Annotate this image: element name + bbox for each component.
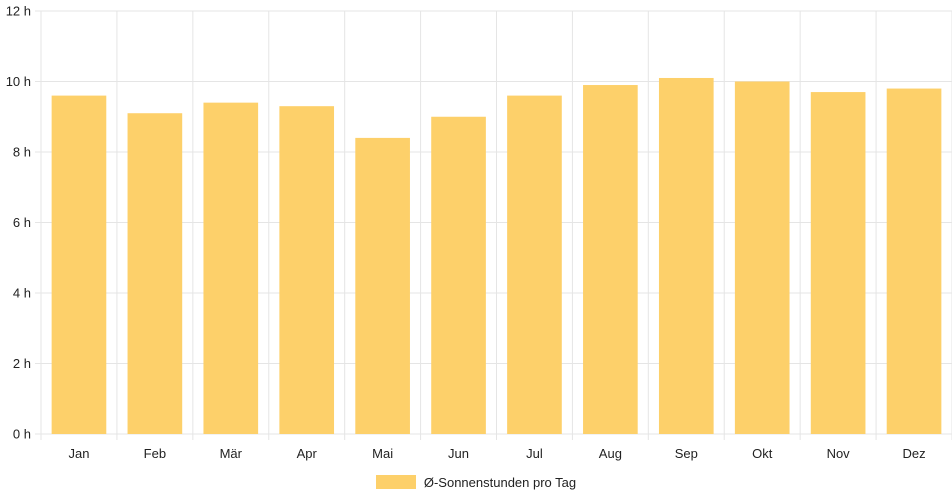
bar[interactable] [355,137,410,434]
x-tick-label: Mär [220,446,243,461]
x-tick-label: Aug [599,446,622,461]
bar[interactable] [886,88,942,435]
bar[interactable] [507,95,562,434]
y-tick-label: 4 h [13,286,31,301]
x-tick-label: Sep [675,446,698,461]
bar[interactable] [810,92,866,434]
bar[interactable] [583,85,638,435]
bar[interactable] [431,116,486,434]
bar[interactable] [127,113,183,434]
x-tick-label: Jun [448,446,469,461]
legend[interactable]: Ø-Sonnenstunden pro Tag [0,470,952,494]
bar[interactable] [734,81,790,435]
x-tick-label: Jan [68,446,89,461]
y-tick-label: 12 h [6,4,31,19]
x-tick-label: Feb [144,446,166,461]
x-tick-label: Mai [372,446,393,461]
y-tick-label: 6 h [13,215,31,230]
y-tick-label: 0 h [13,427,31,442]
y-tick-label: 10 h [6,74,31,89]
legend-swatch [375,475,416,489]
x-tick-label: Apr [297,446,318,461]
y-tick-label: 2 h [13,356,31,371]
bar[interactable] [279,106,335,435]
x-tick-label: Dez [902,446,925,461]
bar[interactable] [203,102,259,435]
legend-label: Ø-Sonnenstunden pro Tag [423,474,577,490]
x-tick-label: Jul [526,446,543,461]
y-tick-label: 8 h [13,145,31,160]
bar[interactable] [51,95,107,434]
x-tick-label: Okt [752,446,773,461]
bar[interactable] [658,77,714,434]
x-tick-label: Nov [827,446,851,461]
